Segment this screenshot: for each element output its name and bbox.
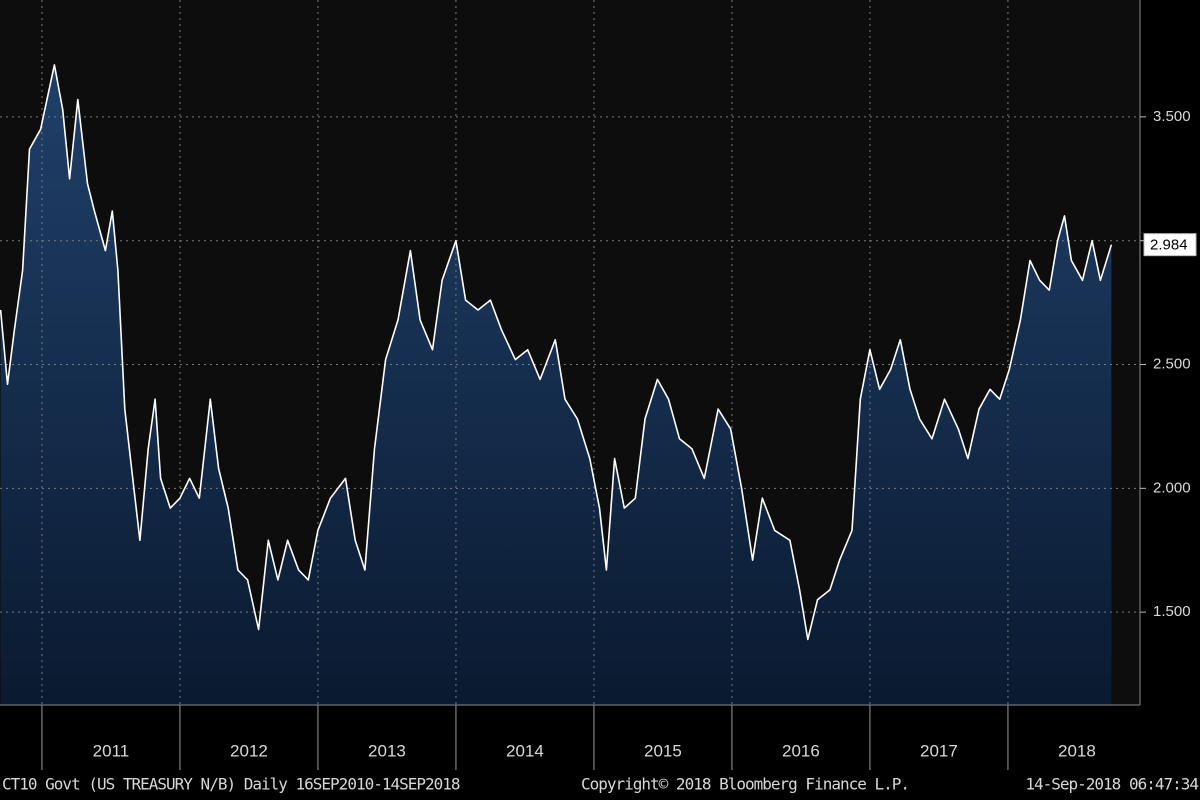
x-tick-label: 2011 (93, 741, 130, 760)
y-tick-label: 1.500 (1153, 603, 1191, 620)
x-tick-label: 2012 (230, 741, 268, 760)
footer-right: 14-Sep-2018 06:47:34 (1025, 775, 1198, 794)
x-tick-label: 2018 (1058, 741, 1096, 760)
grid-layer (0, 0, 1140, 705)
last-value-label: 2.984 (1150, 237, 1188, 254)
y-tick-label: 2.500 (1153, 355, 1191, 372)
axis-layer: 1.5002.0002.5003.0003.500201120122013201… (0, 0, 1197, 770)
x-tick-label: 2014 (506, 741, 544, 760)
footer-center: Copyright© 2018 Bloomberg Finance L.P. (581, 775, 909, 794)
line (0, 64, 1113, 641)
x-tick-label: 2017 (920, 741, 958, 760)
x-tick-label: 2016 (782, 741, 820, 760)
y-tick-label: 3.500 (1153, 108, 1191, 125)
y-tick-label: 2.000 (1153, 479, 1191, 496)
x-tick-label: 2013 (368, 741, 406, 760)
area-layer (0, 64, 1112, 705)
footer-left: CT10 Govt (US TREASURY N/B) Daily 16SEP2… (2, 775, 460, 794)
last-value-box (1143, 233, 1197, 257)
area-fill (0, 64, 1112, 705)
line-layer (0, 64, 1113, 641)
x-tick-label: 2015 (644, 741, 682, 760)
